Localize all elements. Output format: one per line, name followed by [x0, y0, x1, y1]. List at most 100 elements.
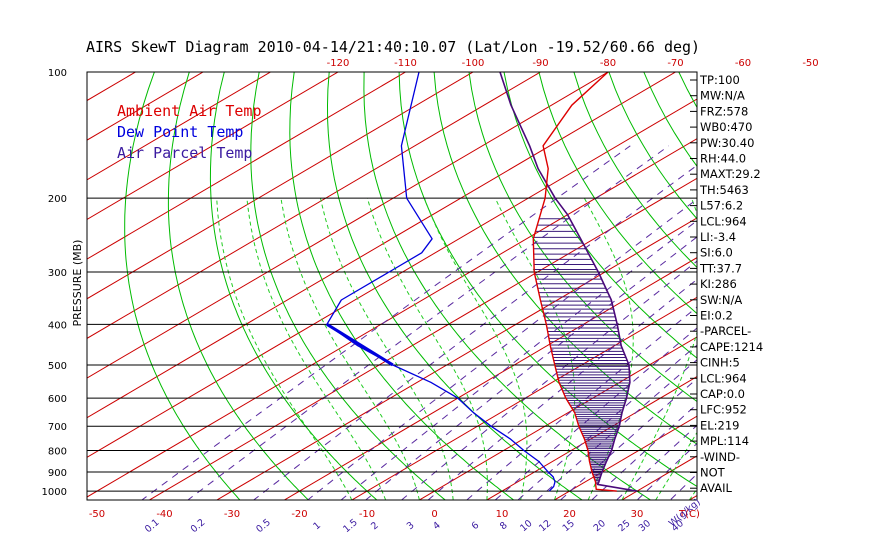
dry-adiabat-line [250, 72, 447, 500]
isotherm-line [0, 53, 101, 509]
dry-adiabat-line [289, 72, 515, 500]
index-item: LFC:952 [700, 403, 747, 417]
index-item: NOT [700, 466, 726, 480]
bottom-temp-tick-label: -30 [224, 509, 240, 520]
mixing-ratio-tick-label: 1 [311, 520, 323, 532]
dry-adiabat-line [363, 72, 652, 500]
legend: Ambient Air Temp Dew Point Temp Air Parc… [117, 102, 262, 162]
top-temp-tick-label: -50 [802, 58, 818, 69]
index-item: -WIND- [700, 450, 740, 464]
top-temp-tick-label: -60 [735, 58, 751, 69]
mixing-ratio-line [340, 220, 697, 500]
isotherm-line [87, 138, 697, 498]
index-item: PW:30.40 [700, 136, 754, 150]
dry-adiabat-line [209, 72, 378, 500]
top-temp-tick-label: -110 [394, 58, 417, 69]
bottom-temp-tick-label: -50 [89, 509, 105, 520]
index-item: TP:100 [699, 73, 740, 87]
y-axis-label: PRESSURE (MB) [71, 240, 84, 327]
isotherm-line [418, 336, 697, 500]
mixing-ratio-line [517, 344, 697, 500]
mixing-ratio-line [427, 278, 697, 500]
mixing-ratio-line [636, 442, 697, 500]
mixing-ratio-tick-label: 0.2 [189, 517, 208, 535]
moist-adiabat-line [621, 198, 697, 500]
bottom-temp-tick-label: -10 [359, 509, 375, 520]
mixing-ratio-tick-label: 30 [637, 518, 653, 534]
index-item: AVAIL [700, 481, 733, 495]
pressure-tick-label: 500 [48, 361, 67, 372]
mixing-ratio-tick-label: 12 [537, 518, 553, 534]
isotherm-line [87, 72, 204, 141]
bottom-temp-tick-label: 30 [631, 509, 644, 520]
mixing-ratio-line [559, 377, 697, 500]
pressure-tick-label: 600 [48, 394, 67, 405]
isotherm-line [350, 296, 697, 500]
dry-adiabat-line [840, 53, 870, 509]
pressure-tick-label: 300 [48, 268, 67, 279]
mixing-ratio-tick-label: 10 [518, 518, 534, 534]
index-item: MW:N/A [700, 89, 745, 103]
index-item: LCL:964 [700, 371, 747, 385]
mixing-ratio-tick-label: 6 [470, 520, 482, 532]
top-temp-tick-label: -80 [600, 58, 616, 69]
dewpoint-thick-segment [326, 323, 394, 367]
pressure-tick-label: 700 [48, 422, 67, 433]
dry-adiabat-line [398, 72, 697, 488]
bottom-temp-tick-label: -40 [156, 509, 172, 520]
top-temp-tick-label: -100 [462, 58, 485, 69]
moist-adiabat-line [320, 198, 454, 500]
dry-adiabat-line [503, 72, 697, 359]
isotherm-line [485, 375, 697, 500]
pressure-tick-label: 900 [48, 468, 67, 479]
isotherm-line [87, 72, 609, 379]
dry-adiabat-line [573, 72, 697, 269]
isotherm-line [87, 72, 474, 300]
mixing-ratio-line [306, 198, 697, 500]
index-item: -PARCEL- [700, 324, 751, 338]
mixing-ratio-tick-label: 20 [592, 518, 608, 534]
index-item: LCL:964 [700, 214, 747, 228]
legend-parcel: Air Parcel Temp [117, 144, 252, 162]
index-item: CINH:5 [700, 356, 740, 370]
isotherm-line [87, 72, 677, 419]
dry-adiabat-line [468, 72, 697, 403]
mixing-ratio-tick-label: 25 [616, 518, 632, 534]
top-temp-tick-label: -90 [532, 58, 548, 69]
index-item: LI:-3.4 [700, 230, 736, 244]
isotherm-line [87, 72, 137, 102]
index-item: L57:6.2 [700, 199, 743, 213]
mixing-ratio-tick-label: 8 [498, 520, 510, 532]
mixing-ratio-line [591, 403, 697, 500]
isotherm-line [87, 72, 339, 221]
series-layer [326, 72, 638, 492]
index-item: EI:0.2 [700, 309, 733, 323]
isotherm-line [87, 72, 407, 260]
index-item: MPL:114 [700, 434, 749, 448]
pressure-tick-label: 100 [48, 68, 67, 79]
isotherm-line [553, 415, 697, 500]
top-temp-tick-label: -70 [667, 58, 683, 69]
index-item: FRZ:578 [700, 104, 748, 118]
index-item: KI:286 [700, 277, 737, 291]
bottom-temp-tick-label: 0 [431, 509, 437, 520]
top-temp-tick-label: -120 [327, 58, 350, 69]
index-item: WB0:470 [700, 120, 752, 134]
mixing-ratio-line [494, 327, 697, 500]
mixing-ratio-tick-label: 2 [369, 520, 381, 532]
mixing-ratio-tick-label: 1.5 [341, 517, 360, 535]
mixing-ratio-line [252, 164, 697, 500]
bottom-temp-tick-label: 20 [563, 509, 576, 520]
mixing-ratio-line [669, 473, 697, 500]
mixing-ratio-line [466, 306, 697, 500]
pressure-tick-label: 800 [48, 447, 67, 458]
isotherm-line [283, 257, 697, 500]
isotherm-line [0, 53, 33, 509]
ambient-temp-line [532, 72, 617, 492]
dry-adiabat-line [538, 72, 697, 315]
isotherm-line [87, 72, 542, 339]
mixing-ratio-line [400, 260, 697, 500]
plot-frame [86, 71, 698, 501]
